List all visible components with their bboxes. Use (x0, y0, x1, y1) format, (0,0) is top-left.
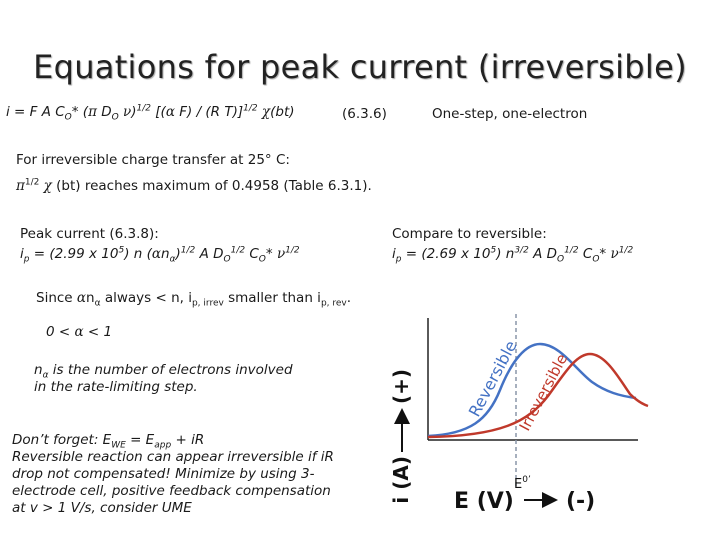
series-irreversible (427, 352, 649, 439)
compare-equation: ip = (2.69 x 105) n3/2 A DO1/2 CO* ν1/2 (392, 245, 634, 265)
dont-forget-note: Don’t forget: EWE = Eapp + iR Reversible… (12, 432, 334, 516)
series-label-reversible: Reversible (465, 337, 521, 420)
x-axis-label: E (V) (454, 489, 514, 514)
y-axis-label: i (A) (389, 456, 413, 504)
y-direction-label: (+) (389, 369, 413, 404)
equation-reference: (6.3.6) (342, 106, 387, 122)
alpha-range: 0 < α < 1 (46, 324, 113, 340)
n-alpha-definition: nα is the number of electrons involved i… (34, 362, 293, 395)
series-reversible (427, 342, 637, 438)
x-direction-label: (-) (566, 489, 595, 514)
page-title: Equations for peak current (irreversible… (33, 48, 687, 86)
peak-current-label: Peak current (6.3.8): (20, 226, 159, 242)
peak-current-equation: ip = (2.99 x 105) n (αnα)1/2 A DO1/2 CO*… (20, 245, 300, 265)
compare-label: Compare to reversible: (392, 226, 547, 242)
maximum-line: π1/2 χ (bt) reaches maximum of 0.4958 (T… (16, 177, 372, 194)
since-line: Since αnα always < n, ip, irrev smaller … (36, 290, 352, 309)
formal-potential-label: E0’ (514, 475, 531, 492)
series-label-irreversible: Irreversible (516, 351, 572, 434)
voltammogram-chart: i (A) (+) Reversible Irreversible E (V) … (389, 314, 649, 514)
mechanism-note: One-step, one-electron (432, 106, 588, 122)
charge-transfer-line: For irreversible charge transfer at 25° … (16, 152, 290, 168)
main-equation: i = F A CO* (π DO ν)1/2 [(α F) / (R T)]1… (6, 103, 295, 123)
